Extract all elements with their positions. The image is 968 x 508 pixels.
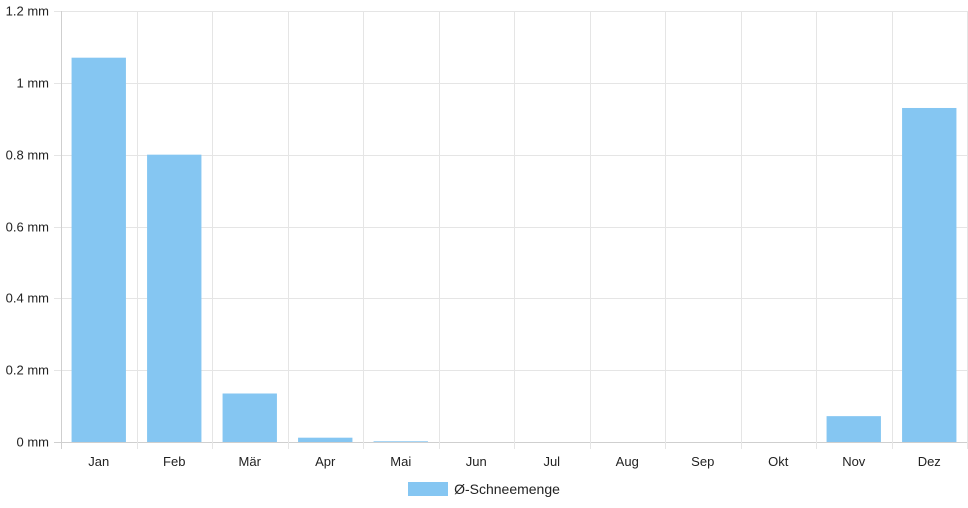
legend-label: Ø-Schneemenge — [454, 481, 560, 497]
y-axis-ticks: 0 mm 0.2 mm 0.4 mm 0.6 mm 0.8 mm 1 mm 1.2 mm — [6, 4, 49, 450]
x-tick-label: Nov — [842, 454, 866, 469]
x-tick-label: Okt — [768, 454, 789, 469]
y-tick-label: 1 mm — [17, 76, 50, 91]
legend-swatch — [408, 482, 449, 496]
x-tick-label: Mär — [239, 454, 262, 469]
grid — [54, 11, 968, 449]
y-tick-label: 0.6 mm — [6, 220, 49, 235]
y-tick-label: 0.2 mm — [6, 363, 49, 378]
y-tick-label: 0.8 mm — [6, 148, 49, 163]
bar-Jan[interactable] — [71, 57, 126, 442]
x-tick-label: Sep — [691, 454, 714, 469]
x-tick-label: Aug — [616, 454, 639, 469]
x-tick-label: Apr — [315, 454, 336, 469]
y-tick-label: 1.2 mm — [6, 4, 49, 19]
bar-Mär[interactable] — [222, 393, 277, 442]
x-tick-label: Jul — [543, 454, 560, 469]
bar-Nov[interactable] — [826, 416, 881, 442]
bar-Dez[interactable] — [902, 107, 957, 442]
bar-Feb[interactable] — [147, 154, 202, 443]
bar-Mai[interactable] — [373, 441, 428, 442]
x-tick-label: Mai — [390, 454, 411, 469]
y-tick-label: 0.4 mm — [6, 291, 49, 306]
x-axis-ticks: Jan Feb Mär Apr Mai Jun Jul Aug Sep Okt Nov Dez — [88, 454, 941, 469]
legend[interactable]: Ø-Schneemenge — [0, 481, 968, 497]
x-tick-label: Jan — [88, 454, 109, 469]
x-tick-label: Dez — [918, 454, 941, 469]
bar-Apr[interactable] — [298, 437, 353, 442]
x-tick-label: Feb — [163, 454, 185, 469]
x-tick-label: Jun — [466, 454, 487, 469]
y-tick-label: 0 mm — [17, 435, 50, 450]
bars — [71, 57, 957, 443]
